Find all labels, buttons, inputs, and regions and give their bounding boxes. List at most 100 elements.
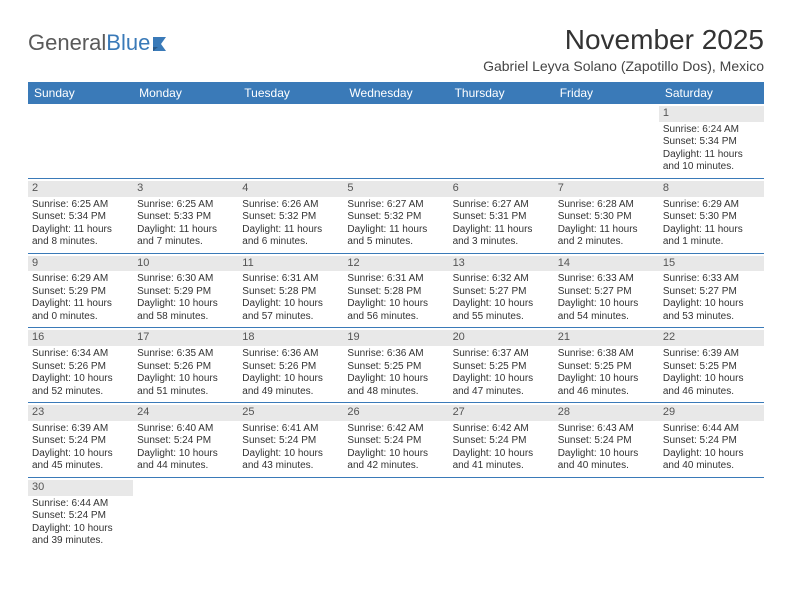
day-sunset: Sunset: 5:25 PM (558, 361, 655, 374)
day-cell (554, 478, 659, 552)
day-cell: 3Sunrise: 6:25 AMSunset: 5:33 PMDaylight… (133, 179, 238, 253)
day-daylight2: and 49 minutes. (242, 386, 339, 399)
day-daylight1: Daylight: 10 hours (453, 373, 550, 386)
location: Gabriel Leyva Solano (Zapotillo Dos), Me… (483, 58, 764, 74)
day-daylight2: and 2 minutes. (558, 236, 655, 249)
day-daylight1: Daylight: 11 hours (32, 224, 129, 237)
day-daylight1: Daylight: 11 hours (663, 224, 760, 237)
day-number: 12 (343, 256, 448, 272)
day-daylight2: and 58 minutes. (137, 311, 234, 324)
day-sunrise: Sunrise: 6:26 AM (242, 199, 339, 212)
day-daylight1: Daylight: 10 hours (137, 373, 234, 386)
day-daylight1: Daylight: 10 hours (32, 373, 129, 386)
week-row: 30Sunrise: 6:44 AMSunset: 5:24 PMDayligh… (28, 478, 764, 552)
day-cell: 17Sunrise: 6:35 AMSunset: 5:26 PMDayligh… (133, 328, 238, 402)
day-cell: 12Sunrise: 6:31 AMSunset: 5:28 PMDayligh… (343, 254, 448, 328)
day-number: 30 (28, 480, 133, 496)
day-number: 9 (28, 256, 133, 272)
day-daylight2: and 41 minutes. (453, 460, 550, 473)
day-daylight2: and 51 minutes. (137, 386, 234, 399)
header: GeneralBlue November 2025 Gabriel Leyva … (28, 24, 764, 74)
day-sunrise: Sunrise: 6:28 AM (558, 199, 655, 212)
day-number: 2 (28, 181, 133, 197)
day-sunset: Sunset: 5:32 PM (242, 211, 339, 224)
day-cell: 14Sunrise: 6:33 AMSunset: 5:27 PMDayligh… (554, 254, 659, 328)
day-number: 4 (238, 181, 343, 197)
day-cell: 7Sunrise: 6:28 AMSunset: 5:30 PMDaylight… (554, 179, 659, 253)
day-cell: 4 Sunrise: 6:26 AMSunset: 5:32 PMDaylight… (238, 179, 343, 253)
day-sunrise: Sunrise: 6:30 AM (137, 273, 234, 286)
day-number: 10 (133, 256, 238, 272)
day-sunrise: Sunrise: 6:42 AM (347, 423, 444, 436)
day-sunset: Sunset: 5:24 PM (558, 435, 655, 448)
day-daylight2: and 43 minutes. (242, 460, 339, 473)
day-daylight2: and 6 minutes. (242, 236, 339, 249)
day-cell (28, 104, 133, 178)
day-sunset: Sunset: 5:29 PM (32, 286, 129, 299)
day-sunrise: Sunrise: 6:31 AM (242, 273, 339, 286)
logo-text-general: General (28, 30, 106, 56)
day-cell: 24Sunrise: 6:40 AMSunset: 5:24 PMDayligh… (133, 403, 238, 477)
day-sunrise: Sunrise: 6:36 AM (347, 348, 444, 361)
day-sunset: Sunset: 5:28 PM (347, 286, 444, 299)
day-sunset: Sunset: 5:32 PM (347, 211, 444, 224)
day-sunrise: Sunrise: 6:33 AM (558, 273, 655, 286)
day-daylight1: Daylight: 10 hours (347, 298, 444, 311)
day-number: 23 (28, 405, 133, 421)
week-row: 1Sunrise: 6:24 AMSunset: 5:34 PMDaylight… (28, 104, 764, 179)
day-daylight1: Daylight: 10 hours (558, 298, 655, 311)
day-cell: 1Sunrise: 6:24 AMSunset: 5:34 PMDaylight… (659, 104, 764, 178)
day-sunrise: Sunrise: 6:40 AM (137, 423, 234, 436)
day-number: 22 (659, 330, 764, 346)
day-daylight2: and 52 minutes. (32, 386, 129, 399)
day-sunset: Sunset: 5:24 PM (137, 435, 234, 448)
day-sunset: Sunset: 5:25 PM (663, 361, 760, 374)
day-number: 13 (449, 256, 554, 272)
day-sunrise: Sunrise: 6:37 AM (453, 348, 550, 361)
day-number: 19 (343, 330, 448, 346)
day-daylight1: Daylight: 10 hours (242, 298, 339, 311)
day-daylight1: Daylight: 10 hours (32, 448, 129, 461)
day-sunset: Sunset: 5:24 PM (347, 435, 444, 448)
day-header-cell: Monday (133, 82, 238, 104)
day-sunset: Sunset: 5:24 PM (453, 435, 550, 448)
day-sunrise: Sunrise: 6:24 AM (663, 124, 760, 137)
week-row: 9Sunrise: 6:29 AMSunset: 5:29 PMDaylight… (28, 254, 764, 329)
day-daylight2: and 46 minutes. (663, 386, 760, 399)
day-cell: 25Sunrise: 6:41 AMSunset: 5:24 PMDayligh… (238, 403, 343, 477)
day-number: 11 (238, 256, 343, 272)
day-sunrise: Sunrise: 6:31 AM (347, 273, 444, 286)
day-daylight1: Daylight: 10 hours (347, 373, 444, 386)
day-daylight2: and 1 minute. (663, 236, 760, 249)
day-number: 7 (554, 181, 659, 197)
day-sunrise: Sunrise: 6:33 AM (663, 273, 760, 286)
day-cell: 8Sunrise: 6:29 AMSunset: 5:30 PMDaylight… (659, 179, 764, 253)
day-cell: 9Sunrise: 6:29 AMSunset: 5:29 PMDaylight… (28, 254, 133, 328)
day-daylight1: Daylight: 10 hours (663, 298, 760, 311)
day-daylight1: Daylight: 10 hours (242, 373, 339, 386)
day-cell: 5Sunrise: 6:27 AMSunset: 5:32 PMDaylight… (343, 179, 448, 253)
day-sunrise: Sunrise: 6:44 AM (663, 423, 760, 436)
day-cell: 10Sunrise: 6:30 AMSunset: 5:29 PMDayligh… (133, 254, 238, 328)
day-header-cell: Saturday (659, 82, 764, 104)
day-cell: 2Sunrise: 6:25 AMSunset: 5:34 PMDaylight… (28, 179, 133, 253)
month-title: November 2025 (483, 24, 764, 56)
day-daylight1: Daylight: 11 hours (242, 224, 339, 237)
day-cell: 13Sunrise: 6:32 AMSunset: 5:27 PMDayligh… (449, 254, 554, 328)
day-sunset: Sunset: 5:29 PM (137, 286, 234, 299)
day-daylight1: Daylight: 10 hours (453, 298, 550, 311)
day-sunrise: Sunrise: 6:29 AM (32, 273, 129, 286)
day-cell (659, 478, 764, 552)
day-cell (343, 478, 448, 552)
day-sunrise: Sunrise: 6:41 AM (242, 423, 339, 436)
day-daylight2: and 45 minutes. (32, 460, 129, 473)
day-daylight1: Daylight: 11 hours (137, 224, 234, 237)
day-cell: 6Sunrise: 6:27 AMSunset: 5:31 PMDaylight… (449, 179, 554, 253)
day-header-cell: Friday (554, 82, 659, 104)
day-daylight2: and 47 minutes. (453, 386, 550, 399)
day-sunrise: Sunrise: 6:38 AM (558, 348, 655, 361)
day-cell (554, 104, 659, 178)
day-daylight1: Daylight: 10 hours (137, 298, 234, 311)
day-number: 17 (133, 330, 238, 346)
day-cell: 16Sunrise: 6:34 AMSunset: 5:26 PMDayligh… (28, 328, 133, 402)
